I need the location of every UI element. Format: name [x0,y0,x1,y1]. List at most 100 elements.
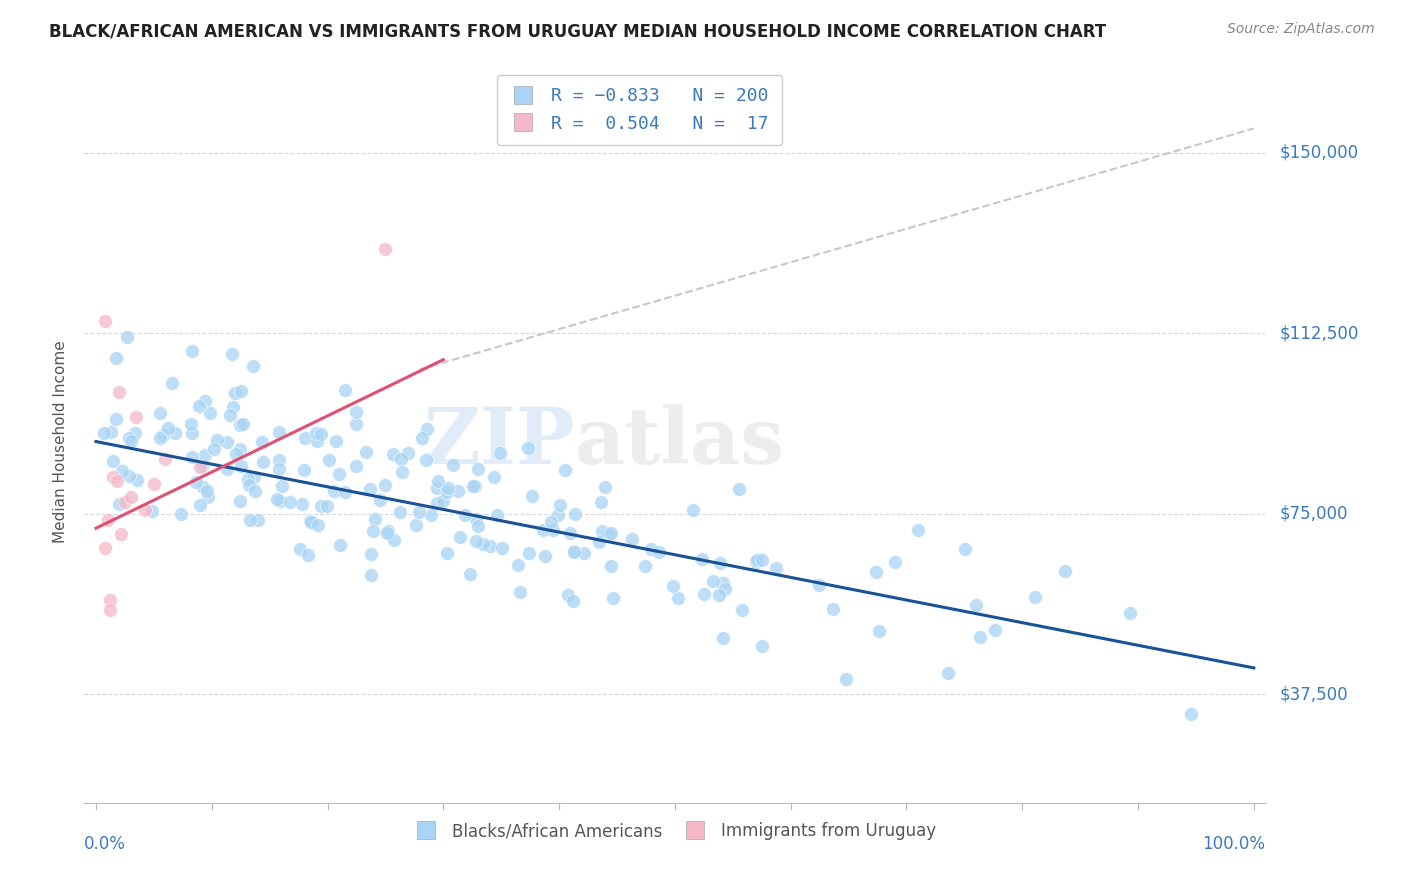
Point [360,568,382,582]
Point [709,588,731,602]
Point [984,623,1007,637]
Point [727,483,749,497]
Point [648,545,671,559]
Point [377,524,399,539]
Point [550,499,572,513]
Point [408,505,430,519]
Point [808,577,831,591]
Point [883,555,905,569]
Point [316,499,339,513]
Point [215,461,238,475]
Point [517,546,540,560]
Point [432,494,454,508]
Point [486,508,509,522]
Point [160,376,183,390]
Point [93,426,115,441]
Text: ZIP: ZIP [423,403,575,480]
Point [540,515,562,529]
Point [731,603,754,617]
Point [936,665,959,680]
Point [368,492,391,507]
Point [229,417,252,432]
Point [450,530,472,544]
Point [104,412,127,426]
Point [229,494,252,508]
Point [965,598,987,612]
Point [437,481,460,495]
Point [389,451,412,466]
Point [1180,706,1202,721]
Point [751,639,773,653]
Point [222,400,245,414]
Point [690,551,713,566]
Point [325,434,347,448]
Text: 100.0%: 100.0% [1202,835,1265,854]
Point [309,427,332,442]
Point [243,469,266,483]
Point [344,417,367,431]
Point [547,508,569,522]
Point [461,479,484,493]
Point [170,507,193,521]
Text: $37,500: $37,500 [1279,685,1348,704]
Point [229,442,252,457]
Point [96,513,118,527]
Point [207,433,229,447]
Legend: Blacks/African Americans, Immigrants from Uruguay: Blacks/African Americans, Immigrants fro… [405,814,945,848]
Point [291,497,314,511]
Point [823,601,845,615]
Point [118,468,141,483]
Point [219,409,242,423]
Point [94,314,117,328]
Point [188,499,211,513]
Point [562,593,585,607]
Point [969,630,991,644]
Point [572,545,595,559]
Point [426,496,449,510]
Point [221,347,243,361]
Point [835,672,858,686]
Point [246,513,269,527]
Point [907,523,929,537]
Point [661,579,683,593]
Point [115,329,138,343]
Point [202,442,225,456]
Point [188,459,211,474]
Point [531,524,554,538]
Point [588,535,610,549]
Point [267,452,290,467]
Point [111,464,134,478]
Point [364,511,387,525]
Point [405,517,427,532]
Point [278,495,301,509]
Point [323,484,346,499]
Point [447,483,470,498]
Point [229,458,252,473]
Point [374,242,396,256]
Y-axis label: Median Household Income: Median Household Income [53,340,69,543]
Point [134,503,156,517]
Point [124,425,146,440]
Point [232,417,254,432]
Point [467,518,489,533]
Point [868,624,890,638]
Point [307,517,329,532]
Point [426,481,449,495]
Point [411,431,433,445]
Point [1119,606,1142,620]
Point [267,462,290,476]
Point [711,631,734,645]
Point [149,430,172,444]
Point [564,507,586,521]
Point [305,434,328,448]
Point [266,492,288,507]
Point [711,576,734,591]
Point [634,558,657,573]
Point [328,467,350,481]
Point [595,480,617,494]
Point [329,538,352,552]
Point [184,475,207,490]
Text: $75,000: $75,000 [1279,505,1348,523]
Point [270,478,292,492]
Point [436,484,458,499]
